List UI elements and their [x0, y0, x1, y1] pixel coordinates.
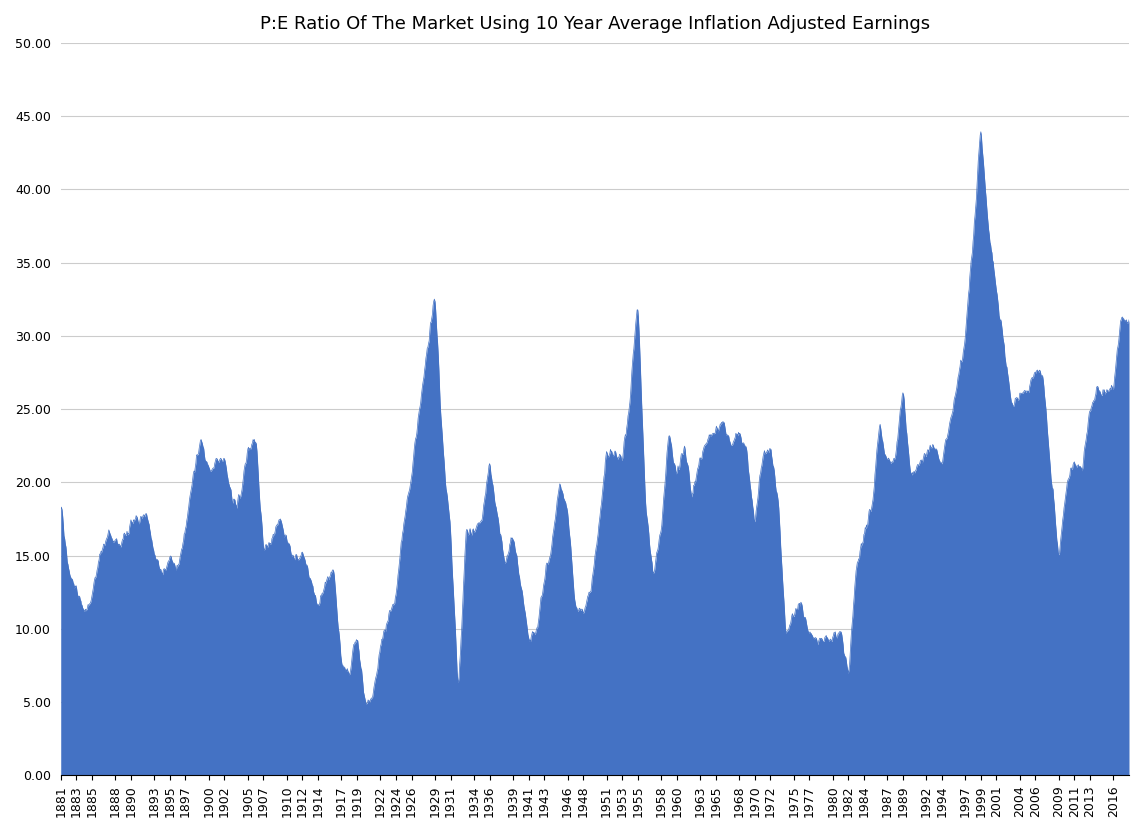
Title: P:E Ratio Of The Market Using 10 Year Average Inflation Adjusted Earnings: P:E Ratio Of The Market Using 10 Year Av… [260, 15, 930, 33]
